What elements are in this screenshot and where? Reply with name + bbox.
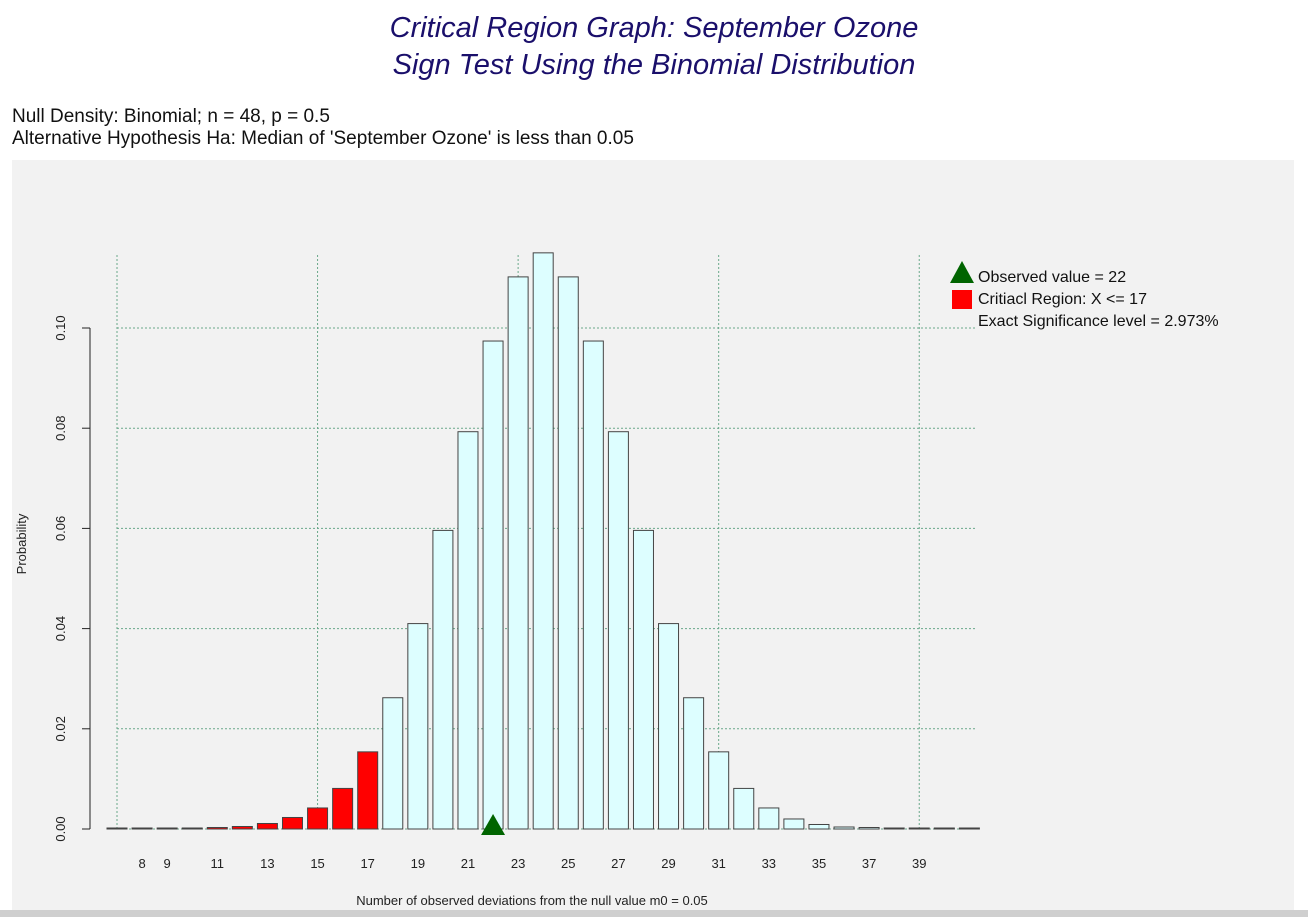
probability-bar (783, 818, 805, 830)
x-tick-label: 25 (561, 856, 575, 871)
y-tick-label: 0.02 (53, 716, 68, 741)
probability-bar (482, 340, 504, 830)
probability-bar (407, 623, 429, 830)
x-tick-label: 19 (411, 856, 425, 871)
probability-bar (708, 751, 730, 830)
x-tick-label: 23 (511, 856, 525, 871)
x-tick-label: 15 (310, 856, 324, 871)
probability-bar (908, 827, 930, 830)
legend-observed-value: Observed value = 22 (978, 269, 1126, 286)
probability-bar (607, 431, 629, 830)
x-tick-label: 33 (762, 856, 776, 871)
critical-region-bar (332, 787, 354, 830)
probability-bar (507, 276, 529, 830)
critical-region-bar (206, 826, 228, 830)
critical-region-bar (256, 822, 278, 830)
legend-critical-region: Critiacl Region: X <= 17 (978, 291, 1147, 308)
critical-region-bar (281, 816, 303, 830)
y-tick-label: 0.10 (53, 315, 68, 340)
x-tick-label: 35 (812, 856, 826, 871)
y-tick-label: 0.08 (53, 416, 68, 441)
critical-region-bar (231, 825, 253, 830)
probability-bar (457, 431, 479, 830)
x-axis-title: Number of observed deviations from the n… (356, 893, 708, 908)
probability-bar (858, 826, 880, 830)
probability-bar (382, 697, 404, 830)
probability-bar (933, 827, 955, 830)
y-tick-label: 0.00 (53, 816, 68, 841)
legend-critical-square-icon (952, 290, 972, 309)
y-tick-label: 0.04 (53, 616, 68, 641)
x-tick-label: 9 (164, 856, 171, 871)
critical-region-bar (181, 827, 203, 830)
x-tick-label: 17 (360, 856, 374, 871)
probability-bar (758, 807, 780, 830)
probability-bar (733, 787, 755, 830)
x-tick-label: 8 (138, 856, 145, 871)
x-tick-label: 37 (862, 856, 876, 871)
x-tick-label: 21 (461, 856, 475, 871)
legend-observed-triangle-icon (950, 261, 974, 283)
critical-region-bar (106, 827, 128, 830)
x-tick-label: 31 (711, 856, 725, 871)
observed-value-marker (481, 814, 506, 835)
probability-bar (808, 823, 830, 830)
probability-bar (958, 827, 980, 830)
probability-bar (632, 529, 654, 830)
probability-bar (883, 827, 905, 830)
x-tick-label: 27 (611, 856, 625, 871)
probability-bar (432, 529, 454, 830)
critical-region-bar (307, 807, 329, 830)
probability-bar (582, 340, 604, 830)
y-axis-title: Probability (14, 513, 29, 574)
probability-bar (658, 623, 680, 830)
critical-region-bar (131, 827, 153, 830)
chart-title-line-1: Critical Region Graph: September Ozone (389, 12, 919, 44)
alternative-hypothesis-text: Alternative Hypothesis Ha: Median of 'Se… (12, 128, 634, 149)
critical-region-bar (156, 827, 178, 830)
chart-subtitle: Null Density: Binomial; n = 48, p = 0.5 … (12, 106, 634, 150)
probability-bar (557, 276, 579, 830)
probability-bar (532, 252, 554, 830)
y-tick-label: 0.06 (53, 516, 68, 541)
x-tick-label: 39 (912, 856, 926, 871)
x-tick-label: 29 (661, 856, 675, 871)
x-tick-label: 11 (211, 856, 225, 871)
critical-region-bar (357, 751, 379, 830)
chart-title-line-2: Sign Test Using the Binomial Distributio… (392, 49, 916, 81)
horizontal-scrollbar[interactable] (0, 910, 1308, 917)
null-density-text: Null Density: Binomial; n = 48, p = 0.5 (12, 106, 330, 127)
x-tick-label: 13 (260, 856, 274, 871)
chart-svg: 0.00 0.02 0.04 0.06 0.08 0.10 Probability 8 9 11 1… (14, 252, 1219, 908)
chart-title: Critical Region Graph: September Ozone S… (0, 10, 1308, 84)
probability-bar (833, 826, 855, 830)
probability-bar (683, 697, 705, 830)
plot-panel: 0.00 0.02 0.04 0.06 0.08 0.10 Probability 8 9 11 1… (12, 160, 1294, 914)
legend-significance-level: Exact Significance level = 2.973% (978, 313, 1219, 330)
